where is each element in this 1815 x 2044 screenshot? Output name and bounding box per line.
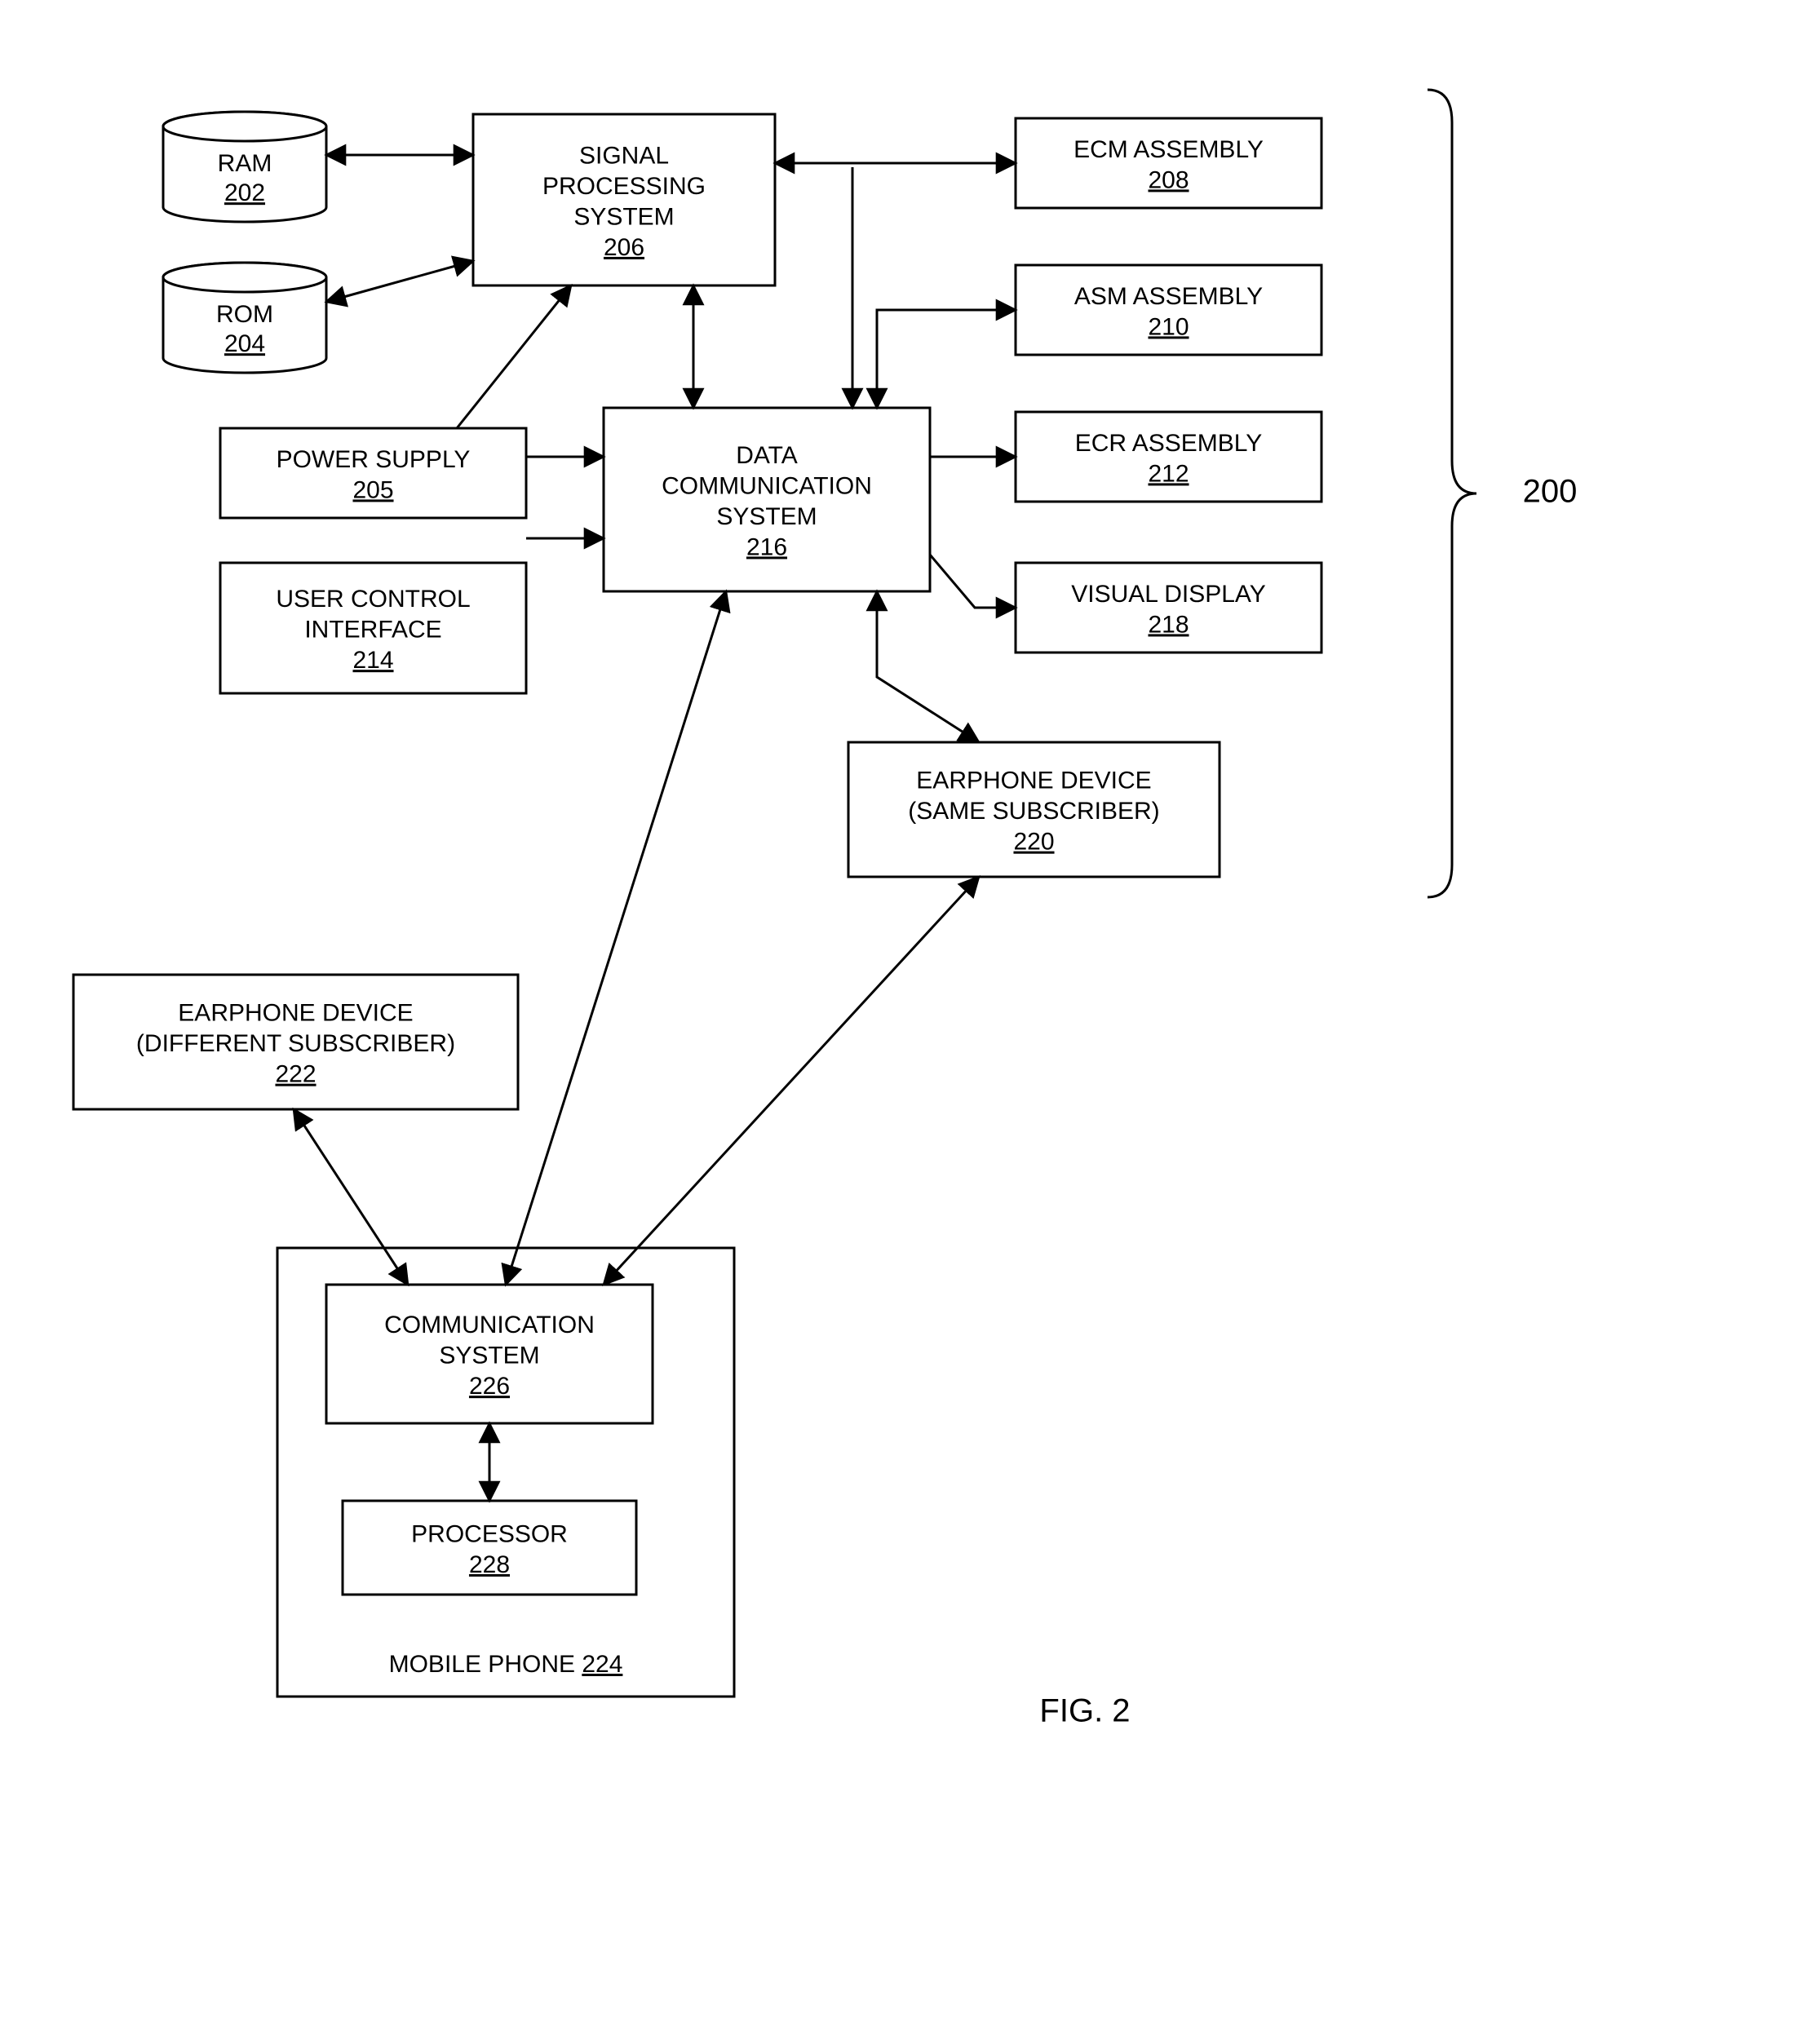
node-label: (SAME SUBSCRIBER) <box>908 798 1159 825</box>
system-ref: 200 <box>1523 474 1578 510</box>
node-label: SYSTEM <box>716 503 817 530</box>
node-ref: 206 <box>604 234 644 261</box>
node-label: SIGNAL <box>579 142 669 169</box>
node-label: PROCESSOR <box>411 1520 568 1547</box>
node-label: PROCESSING <box>542 173 706 200</box>
node-label: ECM ASSEMBLY <box>1074 136 1264 163</box>
node-ref: 202 <box>224 179 265 206</box>
node-ref: 208 <box>1148 166 1189 193</box>
node-ref: 220 <box>1013 829 1054 856</box>
node-ref: 228 <box>469 1551 510 1578</box>
edge-dcs-vis <box>930 555 1016 608</box>
rect-node-sps: SIGNAL PROCESSING SYSTEM 206 <box>473 114 775 285</box>
rect-node-ecr: ECR ASSEMBLY 212 <box>1016 412 1321 502</box>
rect-node-dcs: DATA COMMUNICATION SYSTEM 216 <box>604 408 930 591</box>
node-label: ECR ASSEMBLY <box>1075 430 1263 457</box>
cylinder-node: ROM204 <box>163 263 326 373</box>
node-label: COMMUNICATION <box>384 1312 595 1338</box>
edge-dcs-asm <box>877 310 1016 408</box>
mobile-phone-label: MOBILE PHONE 224 <box>389 1651 623 1678</box>
bracket <box>1428 90 1476 897</box>
node-label: USER CONTROL <box>276 586 470 613</box>
node-label: DATA <box>736 442 798 469</box>
node-ref: 216 <box>746 533 787 560</box>
rect-node-asm: ASM ASSEMBLY 210 <box>1016 265 1321 355</box>
node-ref: 205 <box>352 476 393 503</box>
edge-dcs-earsame <box>877 591 979 742</box>
node-ref: 222 <box>275 1061 316 1088</box>
rect-node-uci: USER CONTROL INTERFACE 214 <box>220 563 526 693</box>
edge-power-sps <box>457 285 571 428</box>
edge-comm-earsame <box>604 877 979 1285</box>
node-label: SYSTEM <box>439 1343 539 1369</box>
node-label: INTERFACE <box>304 617 441 644</box>
node-ref: 226 <box>469 1373 510 1400</box>
rect-node-earsame: EARPHONE DEVICE (SAME SUBSCRIBER) 220 <box>848 742 1220 877</box>
figure-label: FIG. 2 <box>1039 1693 1130 1729</box>
node-label: EARPHONE DEVICE <box>178 1000 413 1027</box>
node-ref: 214 <box>352 647 393 674</box>
edge-dcs-comm <box>506 591 726 1285</box>
rect-node-comm: COMMUNICATION SYSTEM 226 <box>326 1285 653 1423</box>
node-label: EARPHONE DEVICE <box>916 768 1151 794</box>
node-label: (DIFFERENT SUBSCRIBER) <box>136 1030 455 1057</box>
rect-node-eardiff: EARPHONE DEVICE (DIFFERENT SUBSCRIBER) 222 <box>73 975 518 1109</box>
node-label: ASM ASSEMBLY <box>1074 283 1263 310</box>
node-label: RAM <box>218 150 272 177</box>
rect-node-ecm: ECM ASSEMBLY 208 <box>1016 118 1321 208</box>
rect-node-vis: VISUAL DISPLAY 218 <box>1016 563 1321 653</box>
node-label: VISUAL DISPLAY <box>1071 581 1265 608</box>
node-label: ROM <box>216 301 273 328</box>
node-ref: 210 <box>1148 313 1189 340</box>
rect-node-power: POWER SUPPLY 205 <box>220 428 526 518</box>
node-label: COMMUNICATION <box>662 472 872 499</box>
node-label: POWER SUPPLY <box>277 446 471 473</box>
rect-node-proc: PROCESSOR 228 <box>343 1501 636 1595</box>
node-ref: 212 <box>1148 460 1189 487</box>
edge-rom-sps <box>326 261 473 302</box>
node-ref: 218 <box>1148 611 1189 638</box>
node-label: SYSTEM <box>573 203 674 230</box>
cylinder-node: RAM202 <box>163 112 326 222</box>
block-diagram: RAM202 ROM204 SIGNAL PROCESSING SYSTEM 206 POW… <box>0 0 1815 2044</box>
node-ref: 204 <box>224 330 265 357</box>
